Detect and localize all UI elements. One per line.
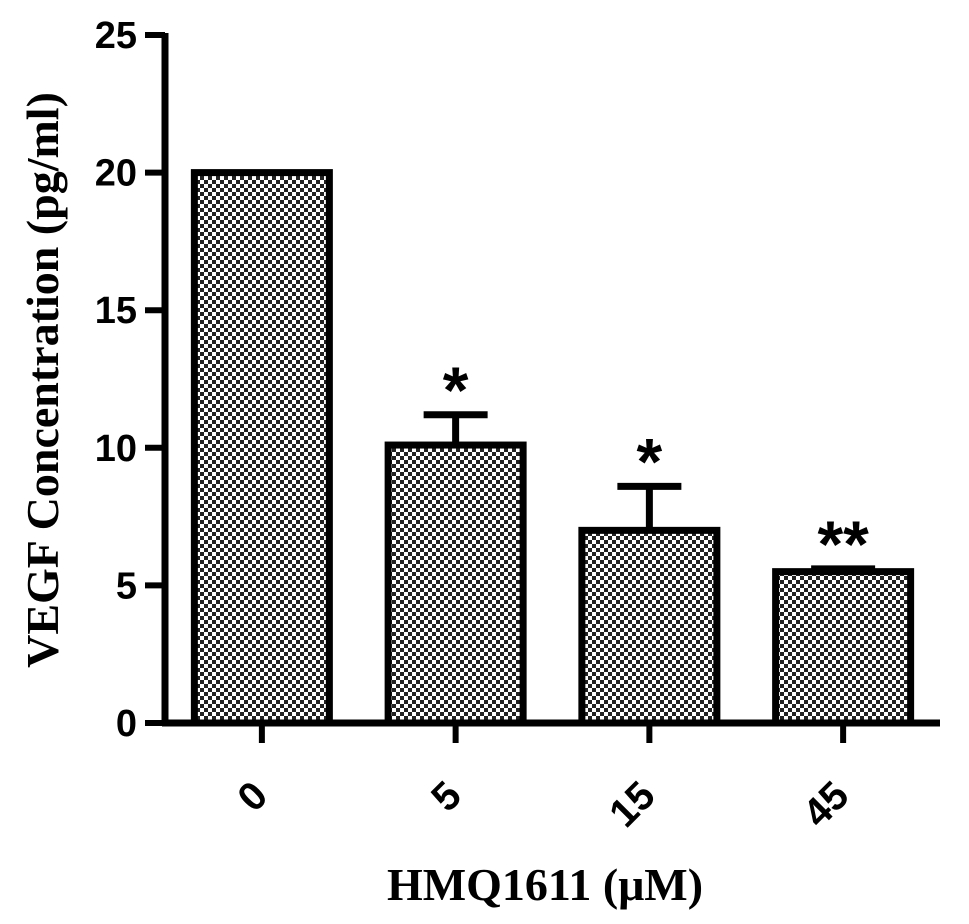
bar	[578, 526, 721, 727]
y-tick-label: 20	[95, 153, 137, 195]
x-axis-title: HMQ1611 (μM)	[387, 859, 703, 910]
bar	[772, 568, 915, 727]
error-bars	[423, 411, 876, 573]
x-axis: 0 5 15 45	[162, 719, 940, 836]
bar	[384, 441, 527, 727]
x-tick-label: 5	[423, 773, 470, 820]
x-tick-label: 15	[601, 773, 664, 836]
y-tick-label: 0	[116, 703, 137, 745]
y-axis: 0 5 10 15 20 25	[95, 15, 169, 745]
significance-label: *	[443, 353, 469, 427]
y-tick-label: 15	[95, 290, 137, 332]
x-tick-label: 45	[795, 773, 858, 836]
y-tick-label: 10	[95, 428, 137, 470]
significance-markers: ****	[443, 353, 869, 581]
y-tick-label: 25	[95, 15, 137, 57]
x-tick-label: 0	[229, 773, 276, 820]
y-axis-title: VEGF Concentration (pg/ml)	[17, 92, 68, 668]
significance-label: *	[637, 424, 663, 498]
bar	[190, 169, 333, 727]
significance-label: **	[817, 507, 869, 581]
bars	[190, 169, 915, 727]
y-tick-label: 5	[116, 565, 137, 607]
